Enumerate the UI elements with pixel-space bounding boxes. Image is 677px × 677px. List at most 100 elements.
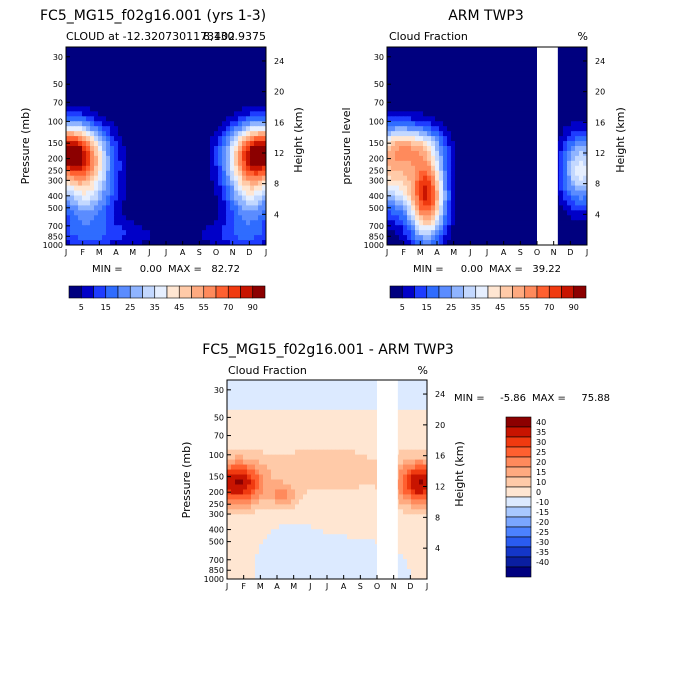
field-cell: [391, 155, 396, 162]
field-cell: [447, 205, 452, 211]
field-cell: [475, 190, 480, 197]
field-cell: [447, 86, 452, 93]
field-cell: [479, 195, 484, 202]
field-cell: [583, 66, 587, 73]
field-cell: [86, 225, 91, 231]
field-cell: [186, 150, 191, 157]
field-cell: [222, 91, 227, 98]
field-cell: [455, 86, 460, 93]
field-cell: [238, 150, 243, 157]
field-cell: [407, 91, 412, 98]
field-cell: [283, 380, 288, 386]
field-cell: [218, 91, 223, 98]
field-cell: [575, 71, 580, 78]
field-cell: [138, 86, 143, 93]
field-cell: [563, 200, 568, 206]
field-cell: [387, 200, 392, 206]
field-cell: [563, 215, 568, 221]
field-cell: [90, 165, 95, 172]
field-cell: [435, 131, 440, 137]
field-cell: [222, 141, 227, 147]
field-cell: [463, 91, 468, 98]
field-cell: [126, 66, 131, 73]
field-cell: [463, 96, 468, 103]
field-cell: [423, 225, 428, 231]
field-cell: [138, 101, 143, 107]
field-cell: [279, 380, 284, 386]
field-cell: [467, 190, 472, 197]
field-cell: [451, 86, 456, 93]
field-cell: [262, 111, 266, 117]
field-cell: [86, 51, 91, 58]
field-cell: [431, 131, 436, 137]
field-cell: [447, 116, 452, 122]
field-cell: [146, 150, 151, 157]
field-cell: [403, 389, 408, 396]
field-cell: [230, 155, 235, 162]
field-cell: [343, 414, 348, 421]
field-cell: [250, 101, 255, 107]
field-cell: [403, 185, 408, 192]
field-cell: [222, 76, 227, 83]
field-cell: [214, 225, 219, 231]
field-cell: [499, 185, 504, 192]
field-cell: [90, 205, 95, 211]
field-cell: [567, 81, 572, 88]
field-cell: [327, 429, 332, 436]
field-cell: [82, 210, 87, 216]
field-cell: [206, 195, 211, 202]
field-cell: [419, 126, 424, 132]
field-cell: [419, 170, 424, 177]
field-cell: [391, 195, 396, 202]
field-cell: [142, 111, 147, 117]
field-cell: [110, 71, 115, 78]
field-cell: [495, 131, 500, 137]
field-cell: [531, 47, 536, 53]
field-cell: [575, 76, 580, 83]
field-cell: [166, 150, 171, 157]
field-cell: [579, 81, 584, 88]
field-cell: [411, 150, 416, 157]
field-cell: [387, 116, 392, 122]
colorbar-label: 15: [101, 303, 111, 312]
field-cell: [210, 131, 215, 137]
field-cell: [479, 96, 484, 103]
field-cell: [230, 220, 235, 226]
field-cell: [359, 424, 364, 431]
field-cell: [483, 225, 488, 231]
field-cell: [583, 51, 587, 58]
field-cell: [343, 449, 348, 456]
field-cell: [202, 240, 207, 245]
field-cell: [483, 106, 488, 112]
field-cell: [459, 76, 464, 83]
field-cell: [419, 66, 424, 73]
field-cell: [218, 136, 223, 142]
field-cell: [250, 185, 255, 192]
field-cell: [74, 141, 79, 147]
field-cell: [82, 86, 87, 93]
field-cell: [170, 116, 175, 122]
field-cell: [106, 71, 111, 78]
field-cell: [427, 136, 432, 142]
field-cell: [134, 141, 139, 147]
field-cell: [575, 160, 580, 167]
field-cell: [475, 56, 480, 63]
field-cell: [515, 225, 520, 231]
field-cell: [579, 170, 584, 177]
field-cell: [158, 66, 163, 73]
field-cell: [202, 116, 207, 122]
field-cell: [447, 61, 452, 68]
field-cell: [419, 56, 424, 63]
field-cell: [467, 121, 472, 127]
field-cell: [519, 195, 524, 202]
field-cell: [86, 101, 91, 107]
field-cell: [146, 180, 151, 187]
colorbar-swatch: [105, 285, 119, 299]
field-cell: [174, 121, 179, 127]
field-cell: [463, 76, 468, 83]
field-cell: [86, 160, 91, 167]
field-cell: [399, 165, 404, 172]
field-cell: [114, 235, 119, 241]
field-cell: [563, 81, 568, 88]
field-cell: [319, 404, 324, 411]
